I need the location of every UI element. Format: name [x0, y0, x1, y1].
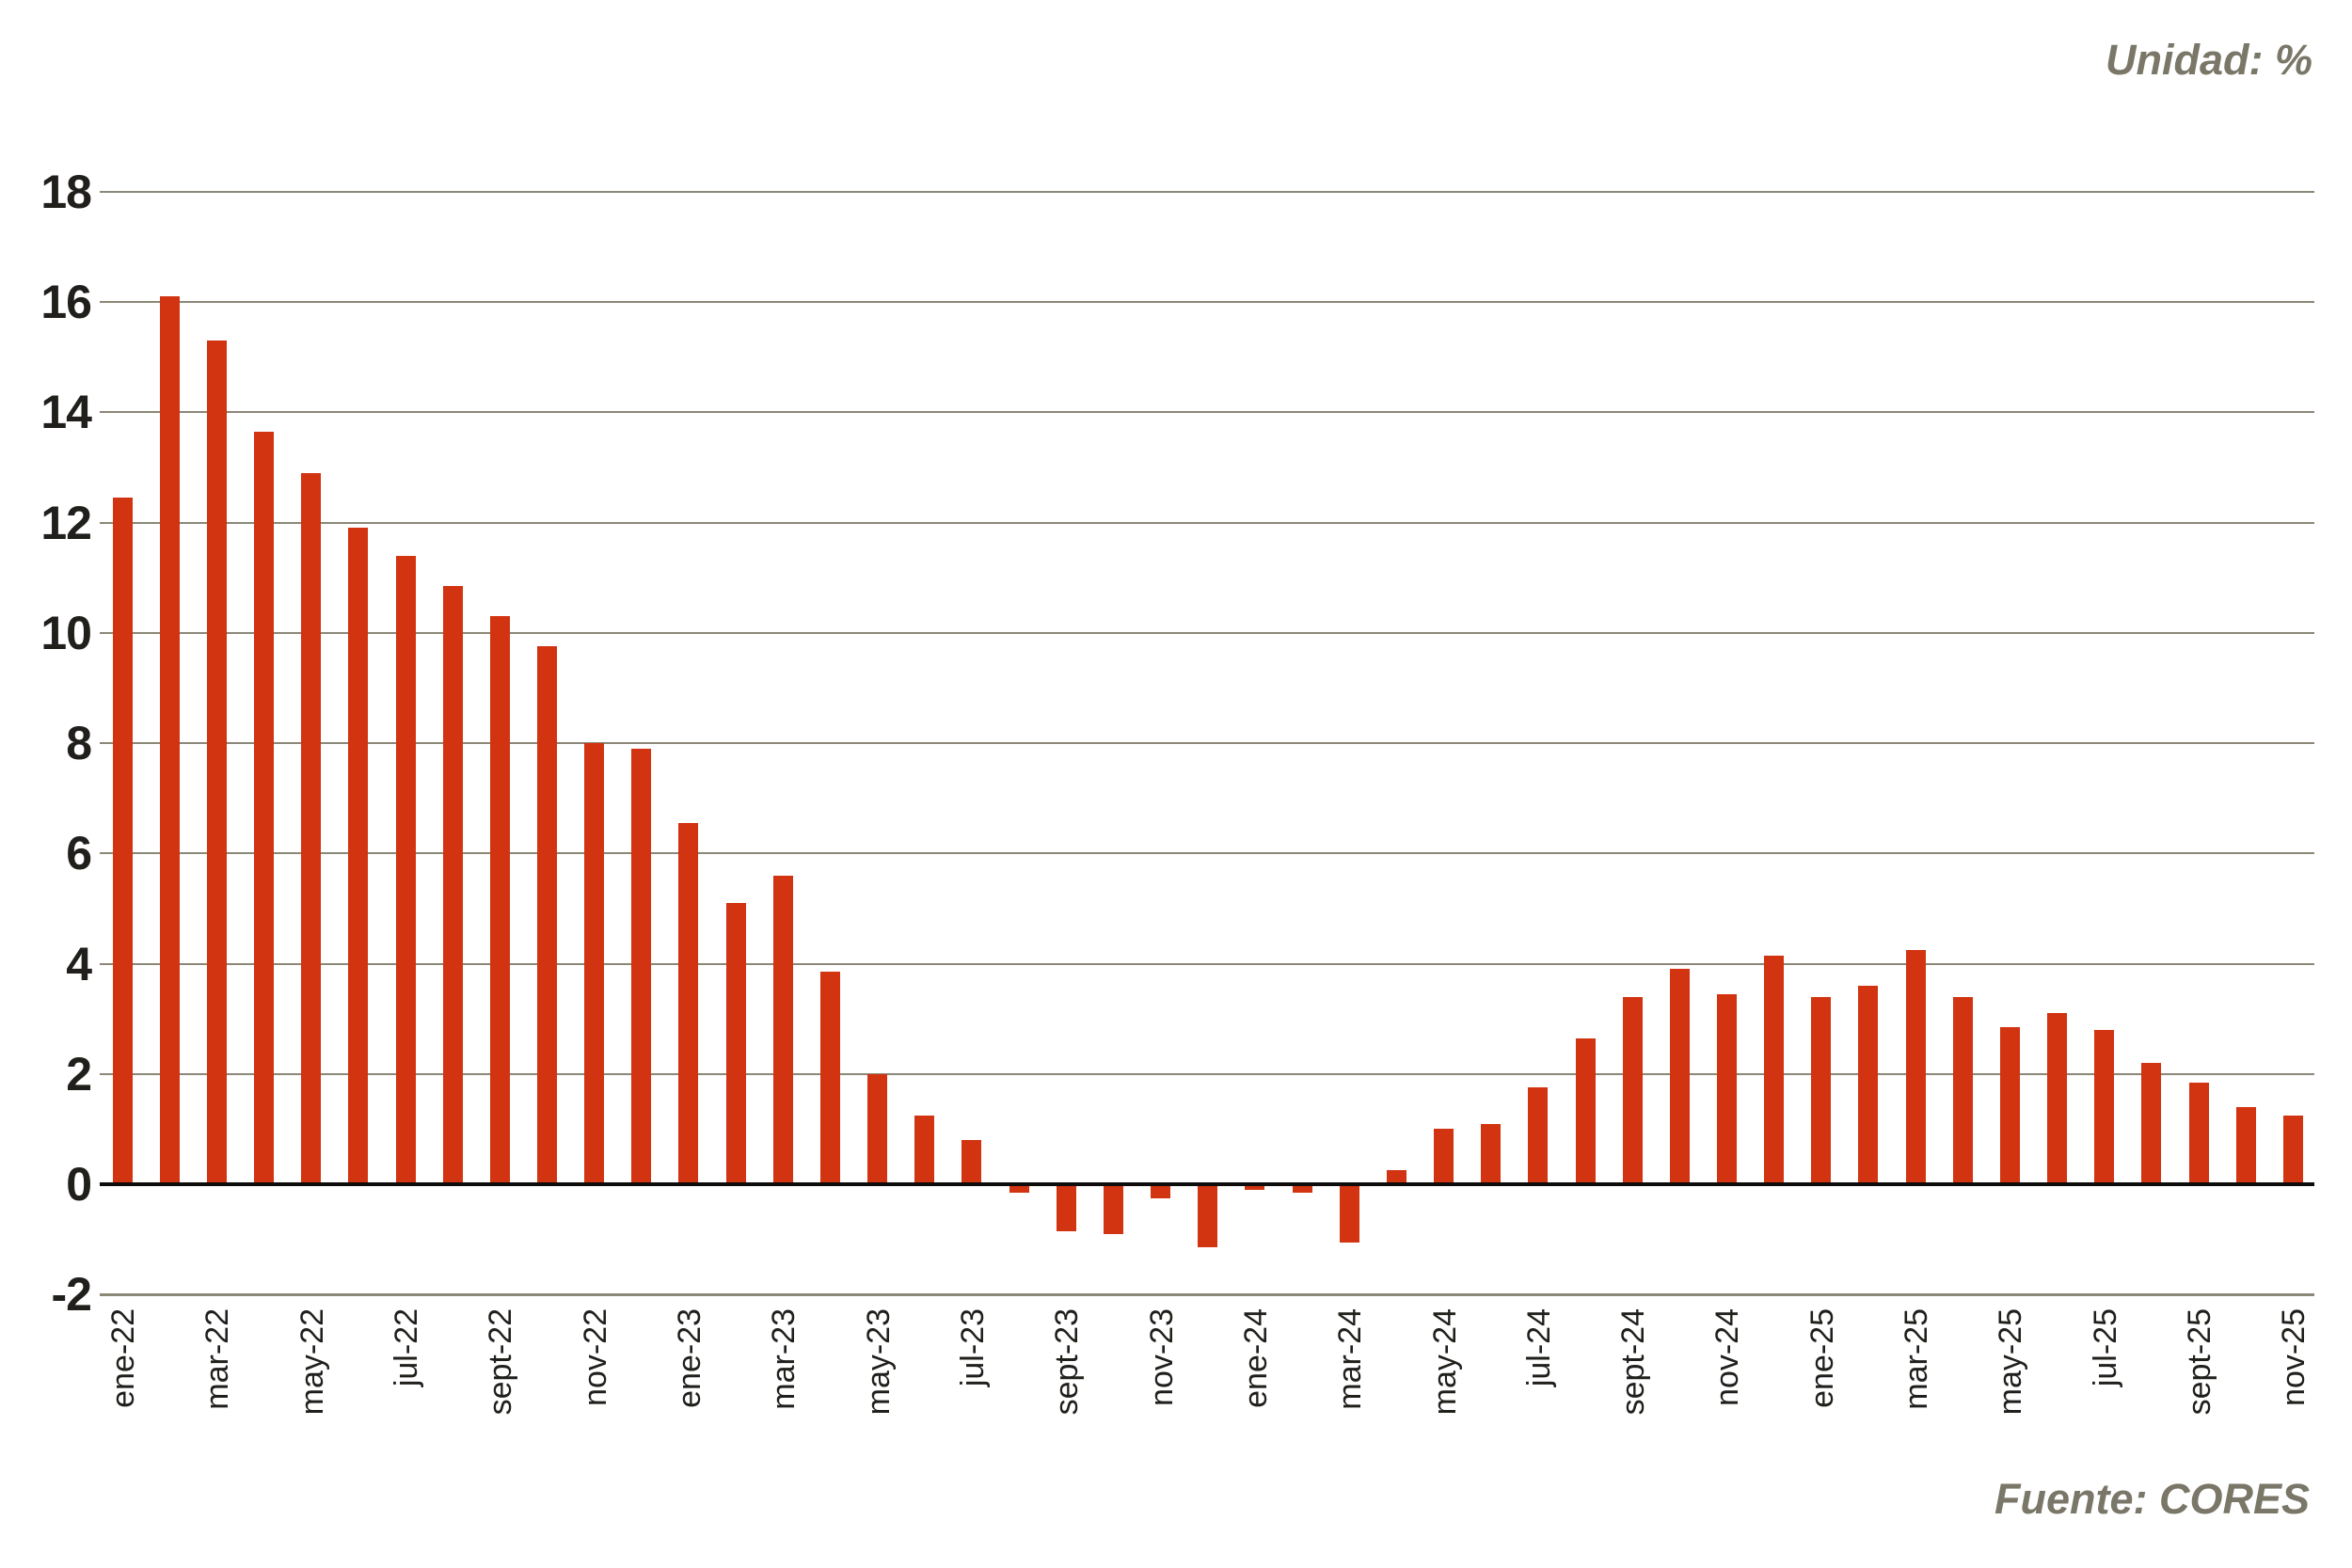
x-axis-tick-label: jul-24 — [1520, 1308, 1557, 1387]
bar-may-25 — [1999, 1026, 2020, 1184]
bar-mar-24 — [1339, 1184, 1359, 1243]
grid-line — [100, 1292, 2314, 1296]
source-label: Fuente: CORES — [1994, 1475, 2310, 1523]
bar-sept-24 — [1622, 996, 1643, 1184]
x-axis-tick-label: ene-23 — [671, 1308, 707, 1408]
x-axis-tick-label: nov-22 — [577, 1308, 613, 1406]
bar-jun-25 — [2047, 1013, 2068, 1184]
y-axis-tick-label: 0 — [66, 1158, 92, 1211]
bar-abr-24 — [1386, 1170, 1406, 1184]
x-axis-tick-label: may-25 — [1993, 1308, 2029, 1416]
bar-oct-23 — [1103, 1184, 1123, 1234]
bar-oct-22 — [536, 646, 557, 1184]
bar-ago-23 — [1009, 1184, 1029, 1193]
y-axis-tick-label: 2 — [66, 1047, 92, 1101]
bar-mar-22 — [206, 341, 227, 1184]
y-axis-tick-label: -2 — [51, 1268, 92, 1322]
bar-nov-24 — [1716, 993, 1737, 1184]
grid-line — [100, 190, 2314, 193]
x-axis-tick-label: may-24 — [1426, 1308, 1463, 1416]
bar-sept-22 — [489, 616, 510, 1184]
grid-line — [100, 521, 2314, 524]
y-axis-tick-label: 4 — [66, 937, 92, 990]
bar-jun-23 — [914, 1115, 935, 1184]
bar-oct-24 — [1669, 969, 1690, 1184]
x-axis-tick-label: nov-25 — [2276, 1308, 2312, 1406]
y-axis-tick-label: 8 — [66, 717, 92, 769]
bar-dic-23 — [1198, 1184, 1218, 1248]
x-axis-tick-label: may-23 — [860, 1308, 897, 1416]
x-axis-tick-label: sept-25 — [2182, 1308, 2217, 1416]
bar-sept-23 — [1056, 1184, 1076, 1231]
x-axis-tick-label: mar-24 — [1332, 1308, 1369, 1410]
bar-jul-24 — [1528, 1087, 1549, 1184]
bar-mar-25 — [1905, 949, 1926, 1184]
y-axis-tick-label: 18 — [40, 165, 92, 218]
bar-feb-23 — [725, 903, 746, 1184]
bar-nov-22 — [584, 743, 605, 1184]
x-axis-tick-label: ene-25 — [1804, 1308, 1840, 1408]
bar-may-23 — [867, 1073, 888, 1185]
x-axis-tick-label: sept-22 — [483, 1308, 519, 1416]
x-axis-tick-label: ene-24 — [1237, 1308, 1274, 1408]
bar-dic-22 — [631, 748, 652, 1184]
bar-abr-25 — [1952, 996, 1973, 1184]
bar-ene-25 — [1811, 996, 1832, 1184]
bar-dic-24 — [1764, 955, 1785, 1184]
bar-may-24 — [1434, 1129, 1454, 1184]
bar-feb-25 — [1858, 986, 1879, 1185]
bar-jul-23 — [961, 1140, 982, 1184]
bar-mar-23 — [772, 875, 793, 1184]
bar-ene-24 — [1245, 1184, 1265, 1190]
bar-sept-25 — [2188, 1082, 2209, 1184]
x-axis-tick-label: mar-25 — [1899, 1308, 1935, 1410]
bar-jun-22 — [348, 528, 369, 1184]
unit-label: Unidad: % — [2106, 36, 2312, 84]
x-axis-tick-label: ene-22 — [105, 1308, 141, 1408]
x-axis-tick-label: nov-23 — [1143, 1308, 1180, 1406]
bar-feb-24 — [1292, 1184, 1312, 1193]
x-axis-tick-label: mar-22 — [199, 1308, 236, 1410]
y-axis-tick-label: 12 — [40, 496, 92, 549]
bar-ago-22 — [442, 585, 463, 1184]
bar-jun-24 — [1481, 1123, 1502, 1184]
x-axis-tick-label: jul-23 — [954, 1308, 991, 1387]
bar-nov-25 — [2282, 1115, 2303, 1184]
bar-ene-22 — [112, 498, 133, 1184]
x-axis-tick-label: jul-25 — [2087, 1308, 2123, 1387]
bar-jul-25 — [2094, 1029, 2115, 1184]
x-axis-tick-label: jul-22 — [389, 1308, 424, 1387]
bar-oct-25 — [2235, 1106, 2256, 1184]
bar-jul-22 — [395, 555, 416, 1184]
bar-feb-22 — [159, 296, 180, 1184]
bar-ene-23 — [678, 823, 699, 1184]
x-axis-tick-label: sept-24 — [1615, 1308, 1652, 1416]
bar-may-22 — [301, 472, 322, 1184]
x-axis-tick-label: nov-24 — [1709, 1308, 1746, 1406]
grid-line — [100, 742, 2314, 744]
grid-line — [100, 852, 2314, 855]
zero-axis-line — [100, 1182, 2314, 1186]
bar-nov-23 — [1151, 1184, 1170, 1198]
x-axis-tick-label: may-22 — [294, 1308, 330, 1416]
grid-line — [100, 1072, 2314, 1075]
bar-ago-24 — [1575, 1037, 1596, 1184]
x-axis-tick-label: mar-23 — [766, 1308, 803, 1410]
grid-line — [100, 411, 2314, 414]
bar-ago-25 — [2141, 1063, 2162, 1184]
grid-line — [100, 631, 2314, 634]
grid-line — [100, 962, 2314, 965]
bar-abr-22 — [254, 431, 274, 1184]
y-axis-tick-label: 14 — [40, 386, 92, 439]
y-axis-tick-label: 6 — [66, 827, 92, 880]
grid-line — [100, 301, 2314, 303]
y-axis-tick-label: 16 — [40, 276, 92, 328]
x-axis-tick-label: sept-23 — [1049, 1308, 1086, 1416]
y-axis-tick-label: 10 — [40, 606, 92, 659]
bar-abr-23 — [819, 972, 840, 1184]
